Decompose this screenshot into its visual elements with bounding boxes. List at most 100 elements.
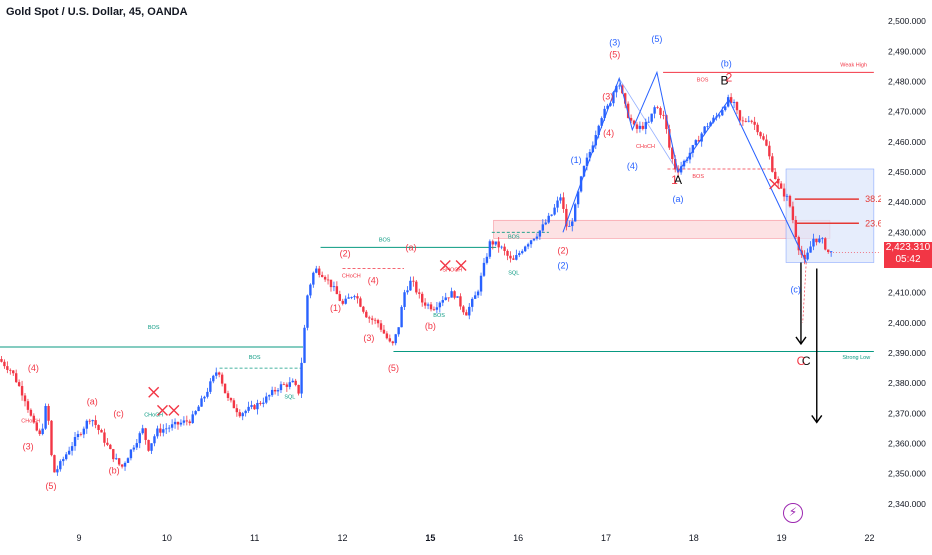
y-tick-label-13: 2,370.000 (888, 408, 926, 418)
candle-body-90 (265, 396, 268, 403)
candle-body-179 (526, 244, 530, 247)
candle-body-19 (56, 469, 59, 473)
candle-body-38 (112, 449, 115, 460)
structure-label-6: CHoCH (342, 274, 361, 280)
candle-body-269 (791, 206, 795, 220)
wave-label-14: (2) (557, 261, 568, 271)
wave-letter-5: C (797, 354, 806, 368)
candle-body-34 (100, 430, 103, 433)
candle-body-248 (729, 97, 733, 103)
candle-body-148 (435, 307, 439, 310)
candle-body-200 (588, 152, 592, 158)
candle-body-138 (406, 290, 409, 293)
candle-body-131 (385, 333, 389, 339)
candle-body-222 (653, 107, 656, 114)
candle-body-228 (671, 147, 674, 159)
x-tick-label-3: 12 (338, 533, 348, 543)
candle-body-135 (397, 327, 400, 335)
candle-body-150 (441, 300, 444, 303)
candle-body-10 (29, 409, 33, 416)
candle-body-252 (741, 120, 745, 122)
y-tick-label-14: 2,360.000 (888, 439, 926, 449)
candle-body-64 (188, 421, 191, 424)
candle-body-234 (688, 152, 692, 160)
candle-body-56 (165, 428, 168, 430)
candle-body-209 (615, 85, 618, 93)
candle-body-219 (644, 122, 647, 129)
candle-body-249 (732, 101, 736, 103)
candle-body-190 (559, 197, 562, 201)
candle-body-134 (394, 334, 397, 344)
candle-body-217 (638, 125, 642, 129)
bar-countdown: 05:42 (895, 253, 921, 265)
candle-body-225 (662, 114, 665, 116)
candle-body-180 (529, 240, 533, 245)
candle-body-55 (162, 429, 165, 433)
x-tick-label-9: 22 (864, 533, 874, 543)
candle-body-203 (597, 125, 600, 136)
candle-body-141 (415, 281, 418, 293)
candle-body-54 (159, 428, 162, 433)
candle-body-262 (771, 156, 774, 172)
candle-body-42 (123, 462, 127, 467)
candle-body-215 (632, 120, 636, 125)
candle-body-15 (44, 405, 47, 429)
candle-body-151 (444, 297, 447, 301)
candle-body-13 (38, 430, 41, 435)
candle-body-270 (794, 219, 798, 238)
candle-body-126 (370, 318, 374, 320)
candle-body-171 (503, 246, 506, 251)
candle-body-46 (135, 443, 139, 448)
candle-body-121 (356, 296, 359, 299)
wave-label-16: (3) (602, 92, 613, 102)
candle-body-113 (332, 286, 336, 288)
current-price-badge: 2,423.310 05:42 (884, 241, 932, 268)
candle-body-177 (521, 251, 524, 254)
x-tick-label-0: 9 (77, 533, 82, 543)
candle-body-107 (315, 268, 318, 273)
candle-body-62 (182, 420, 186, 423)
candle-body-86 (253, 405, 256, 410)
candle-body-235 (691, 145, 695, 153)
structure-label-0: BOS (148, 325, 160, 331)
candle-body-187 (550, 214, 553, 216)
candle-body-195 (573, 204, 577, 222)
candle-body-276 (812, 238, 815, 247)
wave-letter-2: B (721, 73, 729, 87)
wave-path-abc (618, 78, 807, 263)
candle-body-275 (809, 246, 812, 253)
candle-body-7 (20, 386, 24, 396)
candle-body-96 (282, 384, 286, 386)
candle-body-37 (109, 444, 112, 450)
candle-body-159 (468, 306, 471, 316)
candle-body-218 (641, 125, 645, 129)
candle-body-170 (500, 246, 503, 248)
arrow-head-0 (795, 336, 807, 346)
candle-body-259 (762, 136, 765, 140)
candle-body-84 (247, 406, 250, 411)
wave-label-24: (c) (790, 285, 801, 295)
candle-body-251 (738, 110, 742, 121)
candle-body-57 (167, 427, 171, 429)
candle-body-95 (279, 384, 283, 391)
candle-body-29 (85, 420, 88, 429)
x-tick-label-2: 11 (250, 533, 259, 543)
wave-label-6: (2) (340, 248, 351, 258)
candle-body-246 (724, 106, 727, 111)
candle-body-104 (306, 295, 309, 328)
candle-body-114 (335, 286, 339, 295)
candle-body-254 (747, 120, 750, 122)
candle-body-210 (618, 85, 621, 87)
projection-dashed (802, 262, 807, 323)
candle-body-116 (341, 300, 344, 304)
bolt-icon[interactable]: ⚡︎ (783, 503, 803, 523)
candle-body-127 (373, 319, 377, 321)
candle-body-194 (571, 221, 574, 227)
candle-body-216 (635, 124, 639, 129)
candle-body-79 (232, 400, 236, 409)
candle-body-102 (300, 362, 303, 394)
candle-body-223 (656, 107, 659, 109)
x-tick-label-1: 10 (162, 533, 172, 543)
x-tick-label-8: 19 (777, 533, 787, 543)
